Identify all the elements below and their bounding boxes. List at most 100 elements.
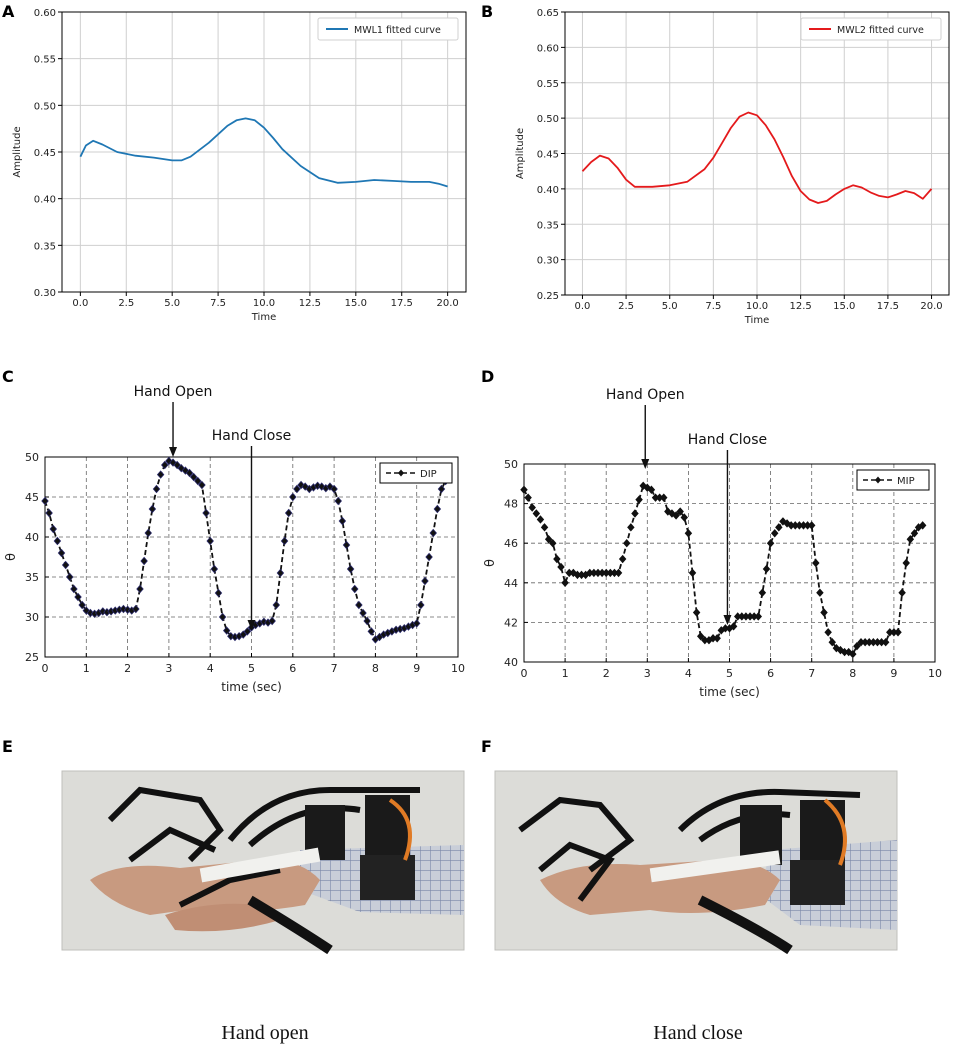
data-point [853, 641, 861, 651]
data-point [189, 472, 198, 482]
data-point [202, 508, 210, 518]
data-point [417, 600, 425, 610]
annotation-arrow-head [723, 615, 732, 625]
series-line [79, 117, 448, 188]
data-point [688, 568, 697, 578]
y-tick-label: 0.45 [34, 148, 56, 159]
data-point [660, 493, 668, 502]
data-point [206, 536, 214, 546]
y-tick-label: 0.40 [34, 195, 56, 206]
data-point [820, 608, 828, 617]
data-point [816, 588, 824, 597]
x-tick-label: 2 [124, 662, 131, 675]
data-point [152, 484, 161, 494]
y-tick-label: 40 [504, 656, 518, 669]
data-point [82, 606, 91, 615]
series-line [581, 111, 933, 204]
data-point [280, 536, 289, 546]
x-tick-label: 5.0 [164, 298, 180, 309]
caption-hand-open: Hand open [221, 1022, 309, 1044]
data-point [536, 515, 545, 524]
data-point [762, 564, 771, 574]
x-tick-label: 10.0 [253, 298, 275, 309]
data-point [433, 504, 442, 514]
annotation-label: Hand Close [688, 432, 767, 448]
annotation-arrow-head [169, 447, 178, 457]
data-point [57, 548, 66, 558]
data-point [421, 576, 429, 586]
photo-hand-close [494, 770, 898, 955]
y-tick-label: 50 [25, 451, 39, 464]
data-point [243, 627, 252, 636]
data-point [729, 622, 738, 631]
y-axis-label: Amplitude [515, 128, 526, 179]
x-tick-label: 3 [165, 662, 172, 675]
data-point [696, 632, 705, 641]
y-tick-label: 0.55 [34, 55, 56, 66]
chart-a: 0.0 2.5 5.0 7.5 10.0 12.5 15.0 17.5 20.0 0.30 0.35… [12, 8, 467, 323]
x-tick-label: 17.5 [877, 301, 899, 312]
annotation-arrow-head [247, 620, 256, 630]
panel-label-c: C [2, 367, 14, 386]
y-tick-label: 30 [25, 611, 39, 624]
x-tick-label: 20.0 [920, 301, 942, 312]
y-tick-label: 0.50 [34, 101, 56, 112]
data-point [136, 584, 144, 594]
panel-label-a: A [2, 2, 15, 21]
data-point [544, 535, 553, 544]
x-tick-label: 1 [562, 667, 569, 680]
y-axis-label: θ [4, 553, 19, 561]
y-tick-label: 0.50 [537, 114, 559, 125]
y-tick-label: 0.30 [537, 256, 559, 267]
x-tick-label: 5 [726, 667, 733, 680]
data-point [627, 523, 635, 532]
data-point [132, 604, 140, 614]
data-point [367, 627, 376, 636]
x-tick-label: 7.5 [210, 298, 226, 309]
data-point [194, 476, 202, 486]
panel-label-b: B [481, 2, 493, 21]
data-point [173, 460, 181, 470]
legend-box [317, 17, 459, 41]
data-point [528, 503, 536, 512]
legend-label: MIP [897, 476, 915, 487]
data-point [894, 628, 902, 637]
data-point [664, 507, 672, 516]
x-axis-label: Time [251, 312, 276, 323]
caption-hand-close: Hand close [653, 1022, 743, 1044]
x-tick-label: 7 [808, 667, 815, 680]
x-tick-label: 8 [849, 667, 856, 680]
x-tick-label: 9 [413, 662, 420, 675]
data-point [713, 634, 721, 643]
chart-b: 0.0 2.5 5.0 7.5 10.0 12.5 15.0 17.5 20.0 0.25 0.30… [515, 8, 950, 326]
annotation-arrow-head [641, 459, 650, 469]
y-tick-label: 45 [25, 491, 39, 504]
data-point [218, 612, 227, 622]
legend-box [379, 462, 453, 484]
data-point [779, 517, 787, 526]
data-point [284, 508, 293, 518]
data-point [156, 470, 165, 479]
data-point [918, 521, 927, 530]
x-axis-label: Time [744, 315, 769, 326]
data-point [828, 637, 836, 647]
data-point [412, 619, 421, 628]
x-tick-label: 7.5 [705, 301, 721, 312]
annotation-label: Hand Close [212, 428, 291, 444]
y-tick-label: 0.30 [34, 288, 56, 299]
y-tick-label: 44 [504, 577, 518, 590]
data-point [66, 572, 74, 582]
data-point [557, 562, 565, 572]
data-point [346, 564, 355, 574]
data-point [61, 560, 70, 570]
x-tick-label: 0.0 [72, 298, 88, 309]
x-tick-label: 6 [767, 667, 774, 680]
data-point [239, 630, 247, 639]
x-tick-label: 7 [331, 662, 338, 675]
data-point [330, 484, 338, 494]
data-point [210, 564, 219, 574]
plot-frame [523, 463, 936, 663]
x-tick-label: 4 [207, 662, 214, 675]
x-tick-label: 15.0 [833, 301, 855, 312]
